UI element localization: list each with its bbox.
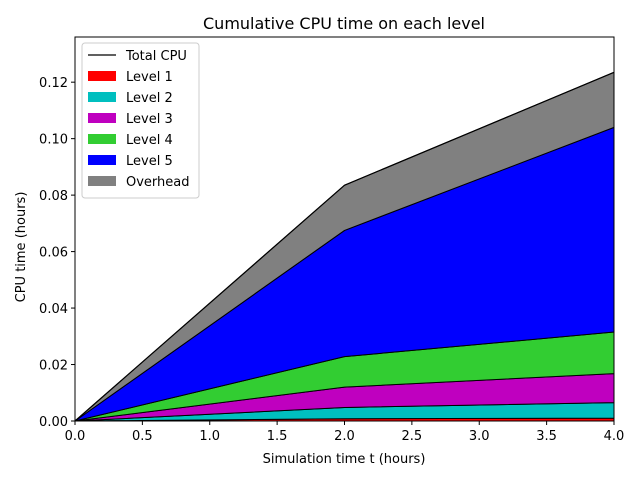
y-tick-label: 0.06 — [39, 246, 68, 261]
x-tick-label: 1.0 — [199, 429, 220, 444]
y-tick-label: 0.02 — [39, 359, 68, 374]
legend-swatch-level-3 — [88, 113, 116, 123]
x-tick-label: 0.5 — [132, 429, 153, 444]
y-tick-label: 0.08 — [39, 189, 68, 204]
x-axis-label: Simulation time t (hours) — [263, 452, 426, 467]
x-tick-label: 3.0 — [469, 429, 490, 444]
y-tick-label: 0.12 — [39, 76, 68, 91]
y-tick-label: 0.10 — [39, 133, 68, 148]
legend-swatch-level-4 — [88, 134, 116, 144]
legend-label-level-1: Level 1 — [126, 70, 173, 85]
y-axis-ticks: 0.00 0.02 0.04 0.06 0.08 0.10 0.12 — [39, 76, 75, 430]
legend-label-level-3: Level 3 — [126, 112, 173, 127]
y-tick-label: 0.04 — [39, 302, 68, 317]
legend-label-total-cpu: Total CPU — [125, 49, 187, 64]
legend-swatch-level-2 — [88, 92, 116, 102]
legend-label-level-2: Level 2 — [126, 91, 173, 106]
legend-label-overhead: Overhead — [126, 175, 190, 190]
legend-label-level-4: Level 4 — [126, 133, 173, 148]
chart-title: Cumulative CPU time on each level — [203, 14, 485, 33]
legend-swatch-level-1 — [88, 71, 116, 81]
x-axis-ticks: 0.0 0.5 1.0 1.5 2.0 2.5 3.0 3.5 4.0 — [65, 421, 625, 444]
legend-swatch-overhead — [88, 176, 116, 186]
x-tick-label: 1.5 — [267, 429, 288, 444]
x-tick-label: 3.5 — [536, 429, 557, 444]
legend: Total CPU Level 1 Level 2 Level 3 Level 4 Lev… — [81, 42, 200, 199]
legend-swatch-level-5 — [88, 155, 116, 165]
y-axis-label: CPU time (hours) — [14, 192, 29, 303]
x-tick-label: 2.0 — [334, 429, 355, 444]
total-cpu-line — [74, 71, 615, 422]
legend-label-level-5: Level 5 — [126, 154, 173, 169]
plot-area — [74, 36, 615, 422]
x-tick-label: 4.0 — [604, 429, 625, 444]
x-tick-label: 0.0 — [65, 429, 86, 444]
x-tick-label: 2.5 — [402, 429, 423, 444]
y-tick-label: 0.00 — [39, 415, 68, 430]
